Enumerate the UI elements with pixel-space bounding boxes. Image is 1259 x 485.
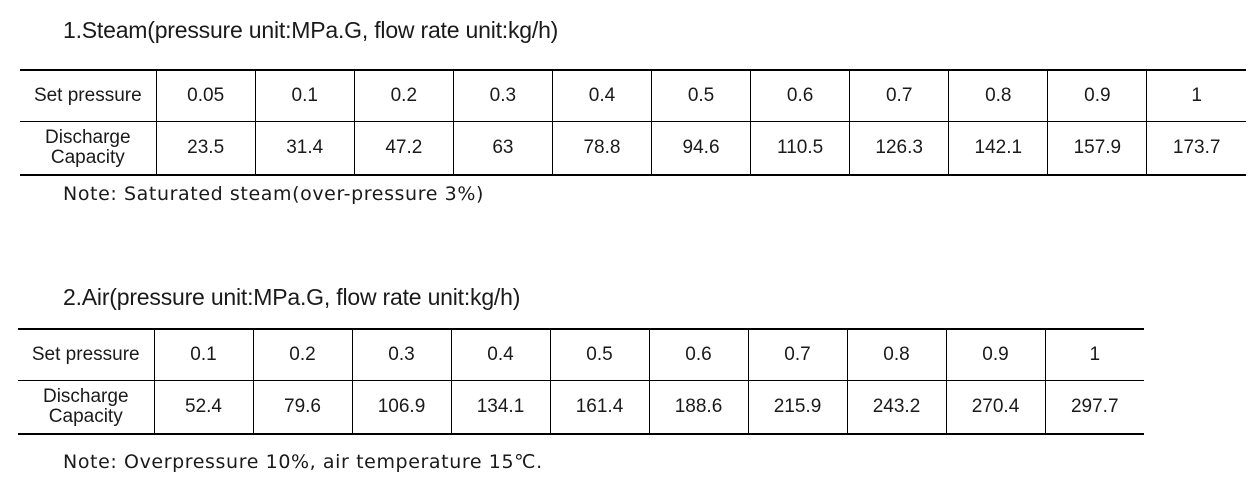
row-label-line: Capacity — [50, 147, 125, 168]
table-cell: 31.4 — [254, 121, 355, 176]
table-cell: 0.8 — [948, 69, 1048, 122]
air-note: Note: Overpressure 10%, air temperature … — [63, 451, 543, 473]
table-cell: 1 — [1044, 328, 1144, 381]
table-cell: 0.3 — [351, 328, 451, 381]
table-cell: 47.2 — [353, 121, 454, 176]
row-label-set-pressure: Set pressure — [18, 328, 154, 381]
table-cell: 0.3 — [452, 69, 553, 122]
table-cell: 157.9 — [1047, 121, 1147, 176]
table-cell: 23.5 — [155, 121, 256, 176]
table-row: Set pressure 0.05 0.1 0.2 0.3 0.4 0.5 0.… — [20, 69, 1246, 122]
table-row: Discharge Capacity 52.4 79.6 106.9 134.1… — [18, 380, 1144, 435]
table-cell: 78.8 — [551, 121, 652, 176]
row-label-set-pressure: Set pressure — [20, 69, 157, 122]
table-cell: 215.9 — [747, 380, 847, 435]
table-cell: 0.5 — [549, 328, 649, 381]
table-cell: 0.05 — [155, 69, 256, 122]
air-table: Set pressure 0.1 0.2 0.3 0.4 0.5 0.6 0.7… — [18, 328, 1144, 435]
table-cell: 297.7 — [1044, 380, 1144, 435]
row-label-discharge-capacity: Discharge Capacity — [20, 121, 157, 176]
table-cell: 110.5 — [750, 121, 850, 176]
table-row: Discharge Capacity 23.5 31.4 47.2 63 78.… — [20, 121, 1246, 176]
row-label-line: Capacity — [48, 406, 123, 427]
table-cell: 0.4 — [551, 69, 652, 122]
table-cell: 0.2 — [353, 69, 454, 122]
table-cell: 0.9 — [1047, 69, 1147, 122]
table-row: Set pressure 0.1 0.2 0.3 0.4 0.5 0.6 0.7… — [18, 328, 1144, 381]
table-cell: 0.7 — [849, 69, 949, 122]
table-cell: 161.4 — [549, 380, 649, 435]
table-cell: 134.1 — [450, 380, 550, 435]
table-cell: 270.4 — [945, 380, 1045, 435]
row-label-line: Discharge — [42, 386, 129, 407]
table-cell: 0.8 — [846, 328, 946, 381]
table-cell: 0.9 — [945, 328, 1045, 381]
steam-table: Set pressure 0.05 0.1 0.2 0.3 0.4 0.5 0.… — [20, 69, 1246, 176]
table-cell: 0.2 — [252, 328, 352, 381]
table-cell: 52.4 — [153, 380, 253, 435]
table-cell: 0.4 — [450, 328, 550, 381]
table-cell: 126.3 — [849, 121, 949, 176]
table-cell: 188.6 — [648, 380, 748, 435]
table-cell: 0.6 — [648, 328, 748, 381]
table-cell: 243.2 — [846, 380, 946, 435]
table-cell: 0.1 — [254, 69, 355, 122]
air-section-title: 2.Air(pressure unit:MPa.G, flow rate uni… — [63, 284, 521, 310]
table-cell: 106.9 — [351, 380, 451, 435]
table-cell: 0.1 — [153, 328, 253, 381]
row-label-discharge-capacity: Discharge Capacity — [18, 380, 154, 435]
steam-section-title: 1.Steam(pressure unit:MPa.G, flow rate u… — [63, 17, 559, 43]
table-cell: 1 — [1146, 69, 1246, 122]
table-cell: 94.6 — [650, 121, 751, 176]
table-cell: 79.6 — [252, 380, 352, 435]
table-cell: 173.7 — [1146, 121, 1246, 176]
table-cell: 0.6 — [750, 69, 850, 122]
steam-note: Note: Saturated steam(over-pressure 3%) — [63, 183, 484, 205]
row-label-line: Discharge — [45, 127, 131, 148]
table-cell: 142.1 — [948, 121, 1048, 176]
table-cell: 0.7 — [747, 328, 847, 381]
table-cell: 0.5 — [650, 69, 751, 122]
table-cell: 63 — [452, 121, 553, 176]
